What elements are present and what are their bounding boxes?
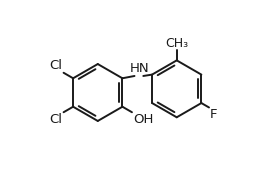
Text: Cl: Cl — [50, 113, 63, 126]
Text: F: F — [210, 108, 217, 121]
Text: Cl: Cl — [50, 59, 63, 72]
Text: OH: OH — [133, 113, 153, 126]
Text: HN: HN — [130, 62, 150, 75]
Text: CH₃: CH₃ — [165, 36, 188, 50]
